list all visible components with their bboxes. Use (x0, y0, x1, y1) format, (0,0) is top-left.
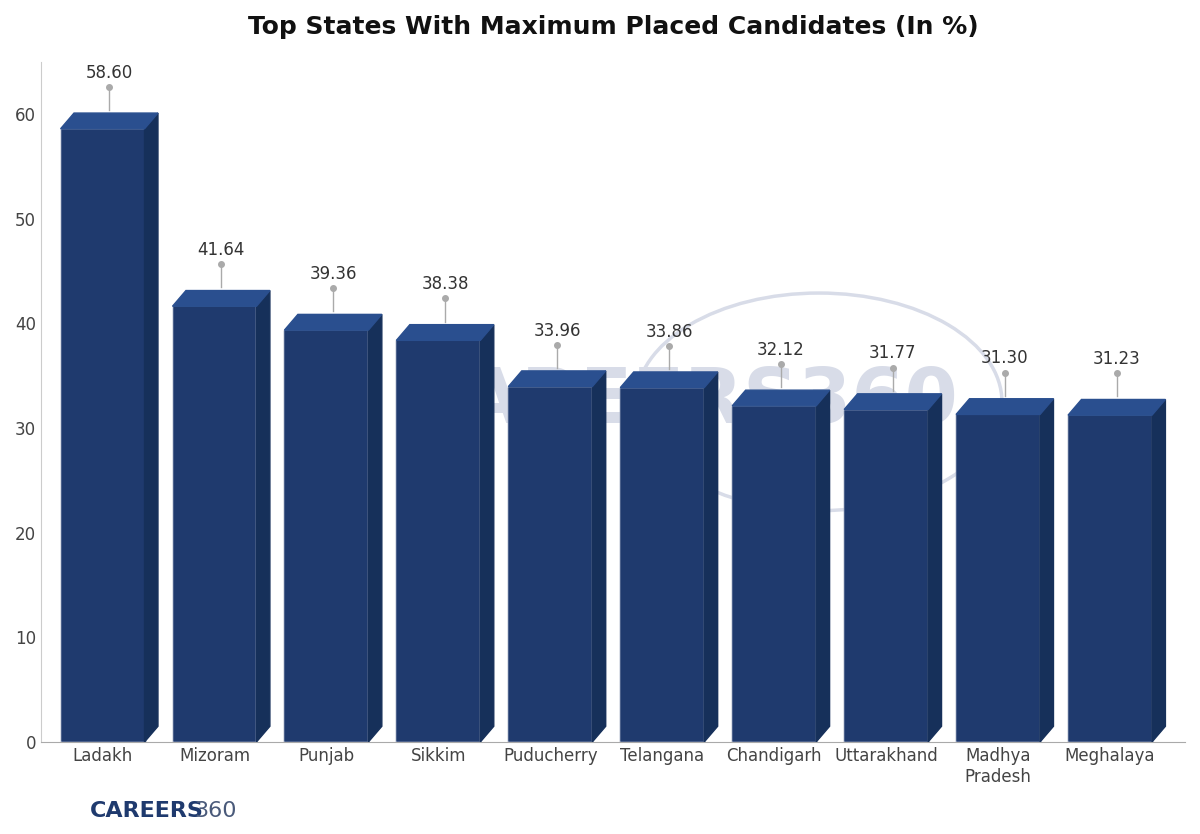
Polygon shape (732, 390, 829, 406)
Polygon shape (509, 371, 606, 387)
Polygon shape (480, 324, 493, 742)
Polygon shape (1068, 399, 1165, 415)
Polygon shape (704, 372, 718, 742)
Polygon shape (593, 371, 606, 742)
Polygon shape (257, 290, 270, 742)
Polygon shape (60, 128, 144, 742)
Polygon shape (956, 399, 1054, 414)
Polygon shape (1152, 399, 1165, 742)
Polygon shape (173, 290, 270, 306)
Polygon shape (844, 409, 928, 742)
Polygon shape (956, 414, 1040, 742)
Polygon shape (816, 390, 829, 742)
Polygon shape (60, 113, 158, 128)
Polygon shape (844, 394, 942, 409)
Polygon shape (144, 113, 158, 742)
Text: 38.38: 38.38 (421, 275, 469, 294)
Text: CAREERS: CAREERS (90, 801, 204, 821)
Text: 39.36: 39.36 (310, 265, 356, 283)
Polygon shape (284, 330, 368, 742)
Text: 58.60: 58.60 (85, 63, 133, 82)
Polygon shape (1068, 415, 1152, 742)
Polygon shape (173, 306, 257, 742)
Text: 360: 360 (194, 801, 236, 821)
Polygon shape (396, 340, 480, 742)
Text: 32.12: 32.12 (757, 341, 805, 359)
Text: 41.64: 41.64 (198, 241, 245, 259)
Polygon shape (396, 324, 493, 340)
Polygon shape (284, 314, 382, 330)
Text: 31.77: 31.77 (869, 344, 917, 363)
Polygon shape (509, 387, 593, 742)
Polygon shape (620, 372, 718, 388)
Title: Top States With Maximum Placed Candidates (In %): Top States With Maximum Placed Candidate… (247, 15, 978, 39)
Polygon shape (1040, 399, 1054, 742)
Text: CAREERS360: CAREERS360 (406, 365, 958, 439)
Polygon shape (732, 406, 816, 742)
Text: 31.30: 31.30 (980, 349, 1028, 367)
Polygon shape (928, 394, 942, 742)
Text: 33.96: 33.96 (533, 322, 581, 339)
Text: 31.23: 31.23 (1093, 350, 1140, 368)
Polygon shape (368, 314, 382, 742)
Text: 33.86: 33.86 (646, 323, 692, 340)
Polygon shape (620, 388, 704, 742)
